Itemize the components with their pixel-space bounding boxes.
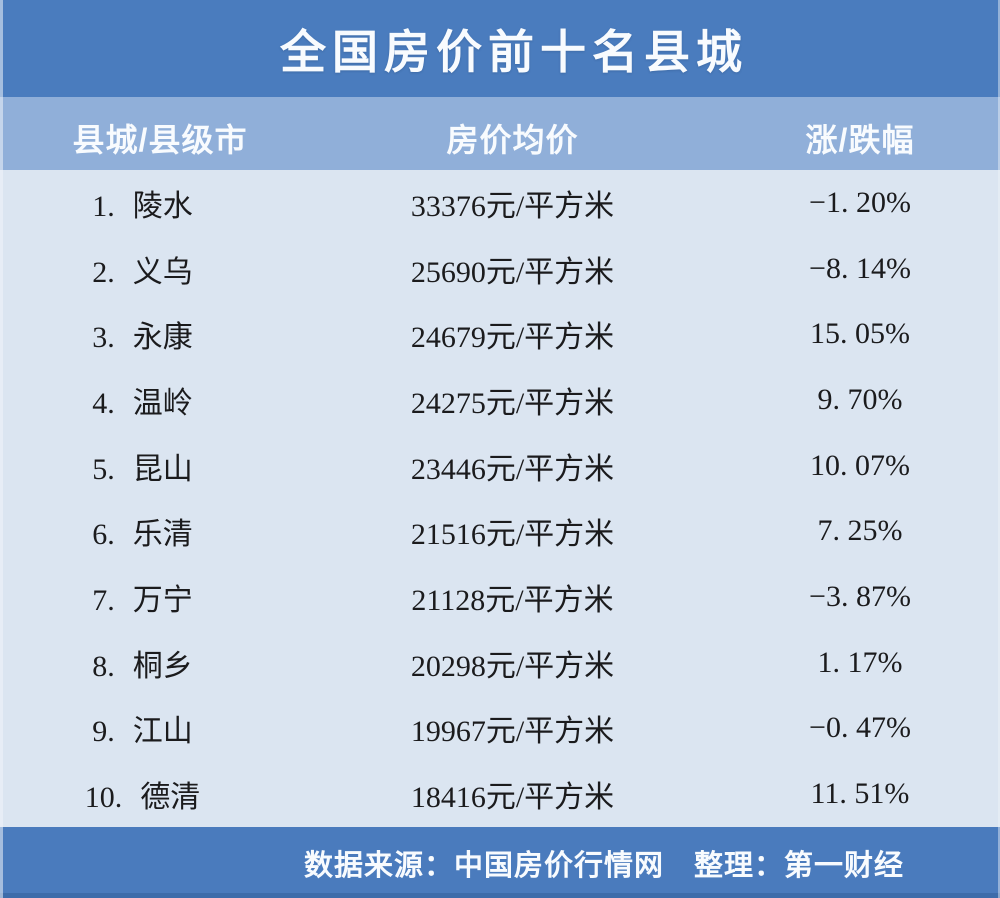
row-price: 25690元/平方米 bbox=[410, 255, 615, 289]
row-rank: 7. bbox=[92, 584, 115, 618]
row-change: −0. 47% bbox=[809, 711, 911, 745]
row-rank: 8. bbox=[92, 649, 115, 683]
row-rank-name: 2. 义乌 bbox=[0, 247, 285, 291]
table-row: 9. 江山 19967元/平方米 −0. 47% bbox=[0, 696, 1000, 762]
row-rank: 2. bbox=[92, 255, 115, 289]
row-change: 15. 05% bbox=[810, 317, 910, 351]
row-change: 11. 51% bbox=[810, 777, 910, 811]
row-rank-name: 7. 万宁 bbox=[0, 575, 285, 619]
table-row: 10. 德清 18416元/平方米 11. 51% bbox=[0, 761, 1000, 827]
row-rank-name: 9. 江山 bbox=[0, 706, 285, 750]
row-rank: 1. bbox=[92, 189, 115, 223]
row-change: −8. 14% bbox=[809, 251, 911, 285]
county-name: 陵水 bbox=[132, 189, 193, 223]
row-change: 7. 25% bbox=[817, 514, 903, 548]
row-change: −1. 20% bbox=[809, 185, 911, 219]
county-name: 昆山 bbox=[132, 452, 193, 486]
table-row: 5. 昆山 23446元/平方米 10. 07% bbox=[0, 433, 1000, 499]
row-price: 18416元/平方米 bbox=[410, 781, 615, 815]
row-price: 24679元/平方米 bbox=[410, 321, 615, 355]
row-rank: 3. bbox=[92, 321, 115, 355]
row-rank: 9. bbox=[92, 715, 115, 749]
row-rank-name: 3. 永康 bbox=[0, 312, 285, 356]
row-change: 1. 17% bbox=[817, 645, 903, 679]
row-rank: 5. bbox=[92, 452, 115, 486]
county-name: 德清 bbox=[140, 781, 201, 815]
county-name: 义乌 bbox=[132, 255, 193, 289]
row-rank-name: 8. 桐乡 bbox=[0, 641, 285, 685]
row-rank: 4. bbox=[92, 386, 115, 420]
table-row: 3. 永康 24679元/平方米 15. 05% bbox=[0, 301, 1000, 367]
table-column-header: 县城/县级市 房价均价 涨/跌幅 bbox=[0, 97, 1000, 170]
row-rank-name: 6. 乐清 bbox=[0, 509, 285, 553]
table-row: 1. 陵水 33376元/平方米 −1. 20% bbox=[0, 170, 1000, 236]
county-name: 温岭 bbox=[132, 386, 193, 420]
row-rank-name: 5. 昆山 bbox=[0, 444, 285, 488]
row-change: 10. 07% bbox=[810, 448, 910, 482]
row-change: 9. 70% bbox=[817, 382, 903, 416]
county-name: 桐乡 bbox=[132, 649, 193, 683]
row-rank-name: 4. 温岭 bbox=[0, 378, 285, 422]
row-price: 19967元/平方米 bbox=[410, 715, 615, 749]
column-header-price: 房价均价 bbox=[446, 121, 579, 158]
row-rank: 10. bbox=[84, 781, 123, 815]
source-footer-text: 数据来源：中国房价行情网 整理：第一财经 bbox=[303, 849, 904, 882]
row-price: 21516元/平方米 bbox=[410, 518, 615, 552]
county-name: 乐清 bbox=[132, 518, 193, 552]
row-change: −3. 87% bbox=[809, 580, 911, 614]
column-header-change: 涨/跌幅 bbox=[805, 121, 915, 158]
county-name: 永康 bbox=[132, 321, 193, 355]
county-name: 江山 bbox=[132, 715, 193, 749]
row-price: 21128元/平方米 bbox=[411, 584, 614, 618]
table-row: 8. 桐乡 20298元/平方米 1. 17% bbox=[0, 630, 1000, 696]
table-row: 6. 乐清 21516元/平方米 7. 25% bbox=[0, 499, 1000, 565]
column-header-county: 县城/县级市 bbox=[72, 121, 248, 158]
row-price: 24275元/平方米 bbox=[410, 386, 615, 420]
source-footer: 数据来源：中国房价行情网 整理：第一财经 bbox=[0, 827, 1000, 898]
row-price: 23446元/平方米 bbox=[410, 452, 615, 486]
row-rank: 6. bbox=[92, 518, 115, 552]
county-name: 万宁 bbox=[132, 584, 193, 618]
row-rank-name: 10. 德清 bbox=[0, 772, 285, 816]
row-rank-name: 1. 陵水 bbox=[0, 181, 285, 225]
table-row: 7. 万宁 21128元/平方米 −3. 87% bbox=[0, 564, 1000, 630]
row-price: 33376元/平方米 bbox=[410, 189, 615, 223]
table-body: 1. 陵水 33376元/平方米 −1. 20% 2. 义乌 25690元/平方米 … bbox=[0, 170, 1000, 827]
table-row: 4. 温岭 24275元/平方米 9. 70% bbox=[0, 367, 1000, 433]
table-row: 2. 义乌 25690元/平方米 −8. 14% bbox=[0, 236, 1000, 302]
title-bar: 全国房价前十名县城 bbox=[0, 0, 1000, 97]
page-title: 全国房价前十名县城 bbox=[280, 25, 748, 78]
row-price: 20298元/平方米 bbox=[410, 649, 615, 683]
